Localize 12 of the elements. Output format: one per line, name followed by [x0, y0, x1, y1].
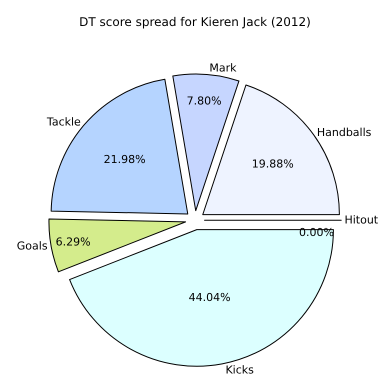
slice-label: Kicks — [225, 364, 254, 377]
slice-label: Handballs — [316, 126, 372, 139]
data-label: 6.29% — [56, 235, 91, 248]
slice-label: Tackle — [46, 115, 82, 128]
data-label: 7.80% — [186, 94, 222, 108]
slice-label: Mark — [209, 61, 238, 74]
data-label: 44.04% — [188, 290, 231, 304]
data-label: 19.88% — [252, 158, 294, 171]
data-label: 21.98% — [104, 152, 146, 166]
category-label: Hitout — [344, 214, 378, 227]
slice-label: Goals — [16, 240, 48, 253]
chart-title: DT score spread for Kieren Jack (2012) — [79, 14, 311, 29]
